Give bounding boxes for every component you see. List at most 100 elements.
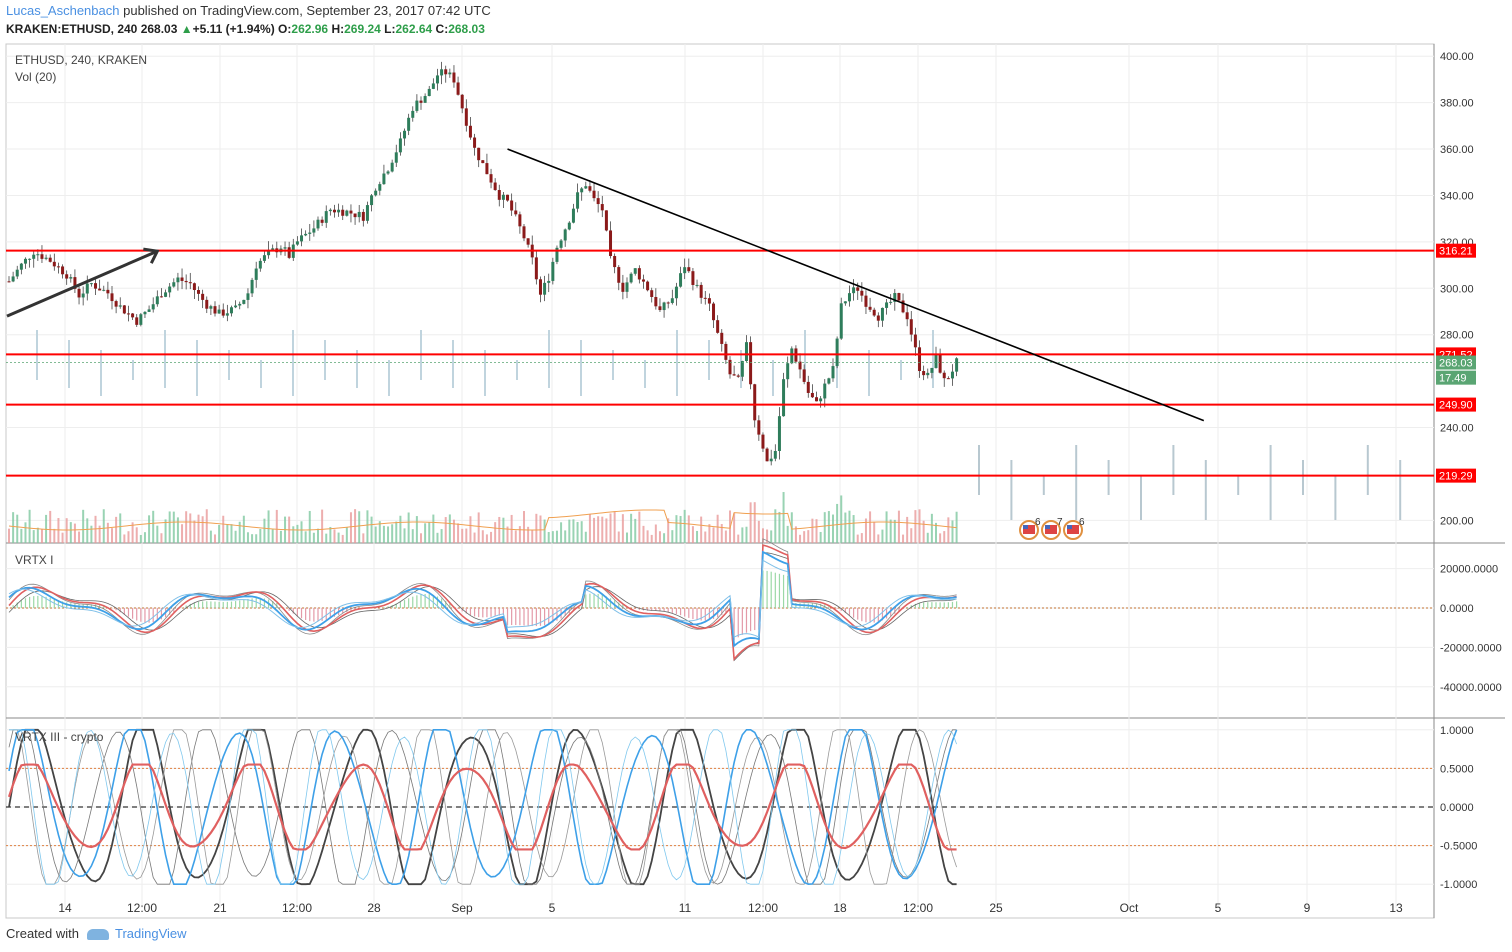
y-tick-label: 0.5000 bbox=[1440, 763, 1474, 775]
us-flag-icon bbox=[1045, 525, 1057, 534]
candle-body bbox=[942, 372, 946, 379]
candle-body bbox=[28, 258, 32, 260]
candle-body bbox=[679, 273, 683, 287]
price-badge-label: 249.90 bbox=[1439, 400, 1473, 412]
candle-body bbox=[769, 458, 773, 462]
price-badge-label: 219.29 bbox=[1439, 471, 1473, 483]
candle-body bbox=[571, 208, 575, 223]
candle-body bbox=[320, 219, 324, 223]
volume-bar bbox=[514, 530, 517, 543]
candle-body bbox=[683, 267, 687, 274]
y-tick-label: -40000.0000 bbox=[1440, 682, 1502, 694]
open-label: O: bbox=[278, 22, 292, 36]
volume-bar bbox=[275, 509, 278, 543]
candle-body bbox=[641, 279, 645, 282]
volume-bar bbox=[106, 522, 109, 543]
candle-body bbox=[864, 295, 868, 307]
volume-bar bbox=[234, 530, 237, 543]
volume-bar bbox=[415, 516, 418, 543]
volume-bar bbox=[465, 528, 468, 543]
price-badge bbox=[1436, 370, 1476, 385]
pane-title-vrtx-i: VRTX I bbox=[15, 553, 53, 567]
candle-body bbox=[868, 306, 872, 310]
volume-bar bbox=[94, 515, 97, 543]
candle-body bbox=[473, 137, 477, 148]
volume-bar bbox=[53, 528, 56, 543]
candle-body bbox=[295, 241, 299, 245]
candle-body bbox=[283, 247, 287, 249]
volume-bar bbox=[712, 527, 715, 543]
time-axis: 14 12:00 21 12:00 28 Sep 5 11 12:00 18 12:00 25 Oct 5… bbox=[58, 901, 1403, 915]
trendline[interactable] bbox=[507, 148, 1205, 422]
x-tick-label: Sep bbox=[451, 901, 473, 915]
volume-bar bbox=[799, 534, 802, 543]
volume-bar bbox=[778, 511, 781, 543]
candle-body bbox=[448, 72, 452, 75]
candle-body bbox=[110, 293, 114, 302]
volume-bar bbox=[98, 525, 101, 543]
candle-body bbox=[94, 283, 98, 289]
us-flag-icon bbox=[1023, 525, 1028, 529]
candle-body bbox=[56, 266, 60, 268]
volume-bar bbox=[642, 525, 645, 543]
candle-body bbox=[798, 361, 802, 370]
candle-body bbox=[337, 209, 341, 213]
volume-bar bbox=[73, 523, 76, 543]
horizontal-levels[interactable] bbox=[6, 249, 1434, 477]
y-tick-label: 1.0000 bbox=[1440, 725, 1474, 737]
volume-bar bbox=[584, 531, 587, 543]
us-flag-icon bbox=[1067, 525, 1072, 529]
y-tick-label: 340.00 bbox=[1440, 190, 1474, 202]
volume-bar bbox=[370, 516, 373, 543]
volume-bar bbox=[189, 513, 192, 543]
volume-bar bbox=[391, 524, 394, 543]
candle-body bbox=[19, 263, 23, 270]
author-link[interactable]: Lucas_Aschenbach bbox=[6, 3, 120, 18]
candle-body bbox=[468, 125, 472, 138]
volume-bar bbox=[428, 522, 431, 543]
high-label: H: bbox=[331, 22, 345, 36]
volume-bar bbox=[671, 530, 674, 543]
candle-body bbox=[790, 348, 794, 364]
volume-bar bbox=[827, 511, 830, 543]
tradingview-link[interactable]: TradingView bbox=[114, 926, 187, 941]
volume-bar bbox=[724, 530, 727, 543]
candle-body bbox=[555, 247, 559, 262]
volume-bar bbox=[646, 530, 649, 543]
candle-body bbox=[234, 305, 238, 308]
volume-bar bbox=[82, 509, 85, 543]
volume-bar bbox=[518, 526, 521, 543]
candle-body bbox=[613, 256, 617, 268]
price-badge-label: 17.49 bbox=[1439, 373, 1467, 385]
volume-bar bbox=[424, 523, 427, 543]
volume-bar bbox=[312, 532, 315, 543]
volume-bar bbox=[654, 524, 657, 543]
volume-label: Vol (20) bbox=[15, 70, 56, 84]
candle-body bbox=[880, 307, 884, 321]
volume-bar bbox=[852, 515, 855, 543]
volume-bar bbox=[444, 517, 447, 543]
volume-bar bbox=[568, 519, 571, 543]
oscillator-line bbox=[8, 552, 957, 662]
pane-title-main: ETHUSD, 240, KRAKEN bbox=[15, 53, 147, 67]
candle-body bbox=[201, 293, 205, 300]
candle-body bbox=[69, 277, 73, 279]
volume-bar bbox=[115, 516, 118, 543]
economic-events[interactable]: 6 7 6 bbox=[1019, 517, 1085, 540]
candle-body bbox=[749, 342, 753, 385]
candle-body bbox=[312, 228, 316, 233]
arrow-drawing[interactable] bbox=[6, 247, 160, 318]
y-tick-label: -0.5000 bbox=[1440, 841, 1477, 853]
candle-body bbox=[382, 173, 386, 185]
volume-bar bbox=[947, 517, 950, 543]
candle-body bbox=[481, 160, 485, 164]
candle-body bbox=[398, 138, 402, 153]
volume-bar bbox=[782, 492, 785, 543]
volume-bar bbox=[535, 513, 538, 543]
candle-body bbox=[592, 190, 596, 199]
candle-body bbox=[819, 398, 823, 402]
oscillator-line bbox=[8, 544, 957, 661]
volume-bar bbox=[226, 524, 229, 543]
volume-bar bbox=[123, 534, 126, 543]
